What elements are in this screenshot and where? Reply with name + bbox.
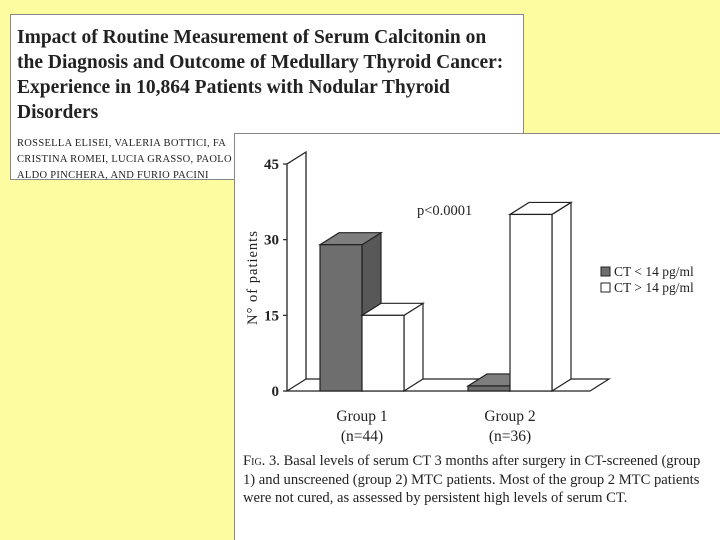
article-header: Impact of Routine Measurement of Serum C… xyxy=(10,14,524,181)
bar-ct-high-1 xyxy=(361,314,405,392)
figure-caption-text: Basal levels of serum CT 3 months after … xyxy=(243,453,701,506)
legend-swatch xyxy=(600,282,611,293)
chart-bars xyxy=(317,201,574,393)
bar-ct-low-1 xyxy=(319,244,363,392)
chart-axes: 0 15 30 45 N° of patients xyxy=(245,150,612,400)
legend-label: CT > 14 pg/ml xyxy=(614,280,694,295)
y-tick-label: 15 xyxy=(264,308,279,324)
y-tick-label: 30 xyxy=(264,233,279,249)
bar-side xyxy=(551,201,572,393)
bar-ct-low-2 xyxy=(467,385,511,392)
figure-caption: Fig. 3. Basal levels of serum CT 3 month… xyxy=(243,452,713,508)
article-authors: ROSSELLA ELISEI, VALERIA BOTTICI, FA CRI… xyxy=(17,138,232,181)
p-value-annotation: p<0.0001 xyxy=(417,203,472,219)
category-sublabel: (n=44) xyxy=(341,428,383,445)
category-label: Group 1 xyxy=(336,408,387,425)
y-tick-label: 0 xyxy=(272,384,280,400)
legend-label: CT < 14 pg/ml xyxy=(614,264,694,279)
y-axis-label: N° of patients xyxy=(245,230,261,325)
figure-card: 0 15 30 45 N° of patients Group 1 (n=44) Group… xyxy=(234,133,720,540)
category-label: Group 2 xyxy=(484,408,535,425)
y-tick-label: 45 xyxy=(264,157,279,173)
legend-swatch xyxy=(600,266,611,277)
category-sublabel: (n=36) xyxy=(489,428,531,445)
figure-label: Fig. 3. xyxy=(243,453,280,469)
article-title: Impact of Routine Measurement of Serum C… xyxy=(17,27,504,123)
chart-labels: Group 1 (n=44) Group 2 (n=36) p<0.0001 xyxy=(336,203,535,445)
y-axis-wall xyxy=(286,150,307,391)
bar-ct-high-2 xyxy=(509,213,553,392)
bar-side xyxy=(403,302,424,393)
